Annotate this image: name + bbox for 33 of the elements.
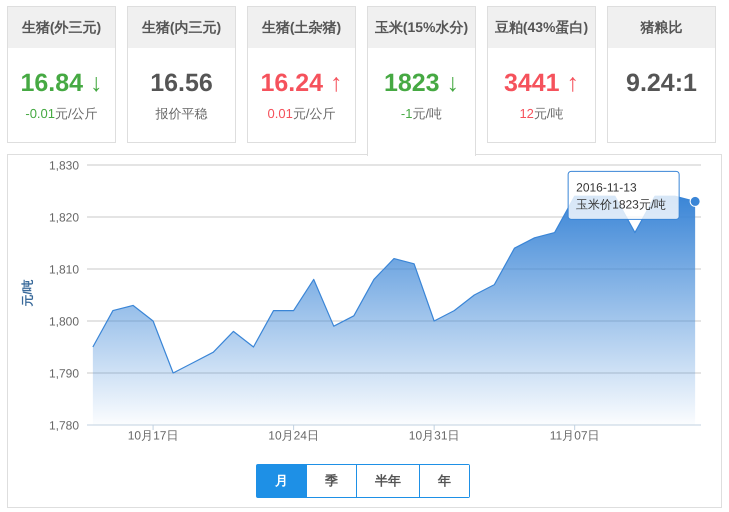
y-tick-label: 1,830 xyxy=(48,158,80,172)
text: 0.01元/公斤 xyxy=(268,106,336,121)
text: 16.84 ↓ xyxy=(20,69,102,97)
category-label: 猪粮比 xyxy=(640,18,682,36)
category-label: 玉米(15%水分) xyxy=(374,18,468,36)
y-axis-title: 元/吨 xyxy=(20,279,36,307)
text: 3441 ↑ xyxy=(504,69,580,97)
x-tick-label: 10月31日 xyxy=(408,428,460,443)
category-label: 豆粕(43%蛋白) xyxy=(494,18,588,36)
y-tick-label: 1,810 xyxy=(48,262,80,276)
x-tick-label: 11月07日 xyxy=(550,428,600,443)
text: 年 xyxy=(419,465,469,497)
x-tick-label: 10月17日 xyxy=(128,428,178,443)
x-tick-label: 10月24日 xyxy=(268,428,319,443)
text: 半年 xyxy=(356,465,419,497)
category-label: 生猪(内三元) xyxy=(142,18,222,36)
text: -0.01元/公斤 xyxy=(25,106,98,121)
text: 1823 ↓ xyxy=(384,69,460,97)
text: 9.24:1 xyxy=(626,69,697,97)
text: 季 xyxy=(306,465,356,497)
y-tick-label: 1,790 xyxy=(48,366,80,380)
text: 报价平稳 xyxy=(156,106,208,121)
category-label: 生猪(外三元) xyxy=(22,18,102,36)
category-label: 生猪(土杂猪) xyxy=(262,18,342,36)
text: -1元/吨 xyxy=(400,106,442,121)
y-tick-label: 1,800 xyxy=(48,314,80,328)
annotation: 2016-11-13 玉米价1823元/吨 xyxy=(576,180,666,212)
text: 月 xyxy=(257,465,306,497)
text: 12元/吨 xyxy=(519,106,564,121)
text: 16.56 xyxy=(150,69,213,97)
y-tick-label: 1,780 xyxy=(48,418,80,432)
text: 16.24 ↑ xyxy=(260,69,342,97)
y-tick-label: 1,820 xyxy=(48,210,80,224)
